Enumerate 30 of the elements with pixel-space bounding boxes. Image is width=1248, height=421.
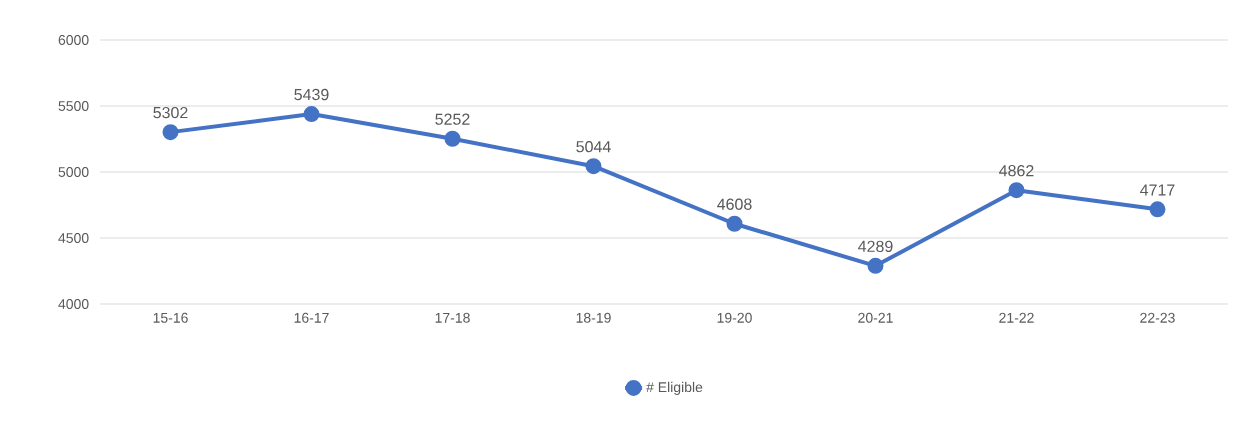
point — [867, 257, 884, 274]
data-label: 4862 — [999, 165, 1034, 177]
data-label: 4289 — [858, 240, 893, 252]
y-tick-label: 6000 — [58, 35, 89, 45]
data-label: 4608 — [717, 198, 752, 210]
point — [1008, 182, 1025, 199]
data-label: 5044 — [576, 141, 611, 153]
point — [444, 130, 461, 147]
x-tick-label: 18-19 — [576, 312, 611, 323]
point — [585, 158, 602, 175]
x-tick-label: 15-16 — [153, 312, 188, 323]
point — [726, 215, 743, 232]
data-label: 5302 — [153, 106, 188, 119]
y-tick-label: 4500 — [58, 233, 89, 243]
data-label: 4717 — [1140, 184, 1175, 196]
x-tick-label: 17-18 — [435, 312, 470, 323]
x-tick-label: 16-17 — [294, 312, 329, 323]
x-tick-label: 19-20 — [717, 312, 752, 323]
y-tick-label: 5500 — [58, 101, 89, 111]
point — [1149, 201, 1166, 218]
data-label: 5252 — [435, 113, 470, 125]
point — [162, 124, 179, 141]
x-tick-label: 20-21 — [858, 312, 893, 323]
legend-label: # Eligible — [646, 381, 703, 395]
y-tick-label: 5000 — [58, 167, 89, 177]
x-tick-label: 22-23 — [1140, 312, 1175, 323]
x-tick-label: 21-22 — [999, 312, 1034, 323]
data-label: 5439 — [294, 88, 329, 101]
y-tick-label: 4000 — [58, 299, 89, 309]
point — [303, 106, 320, 123]
